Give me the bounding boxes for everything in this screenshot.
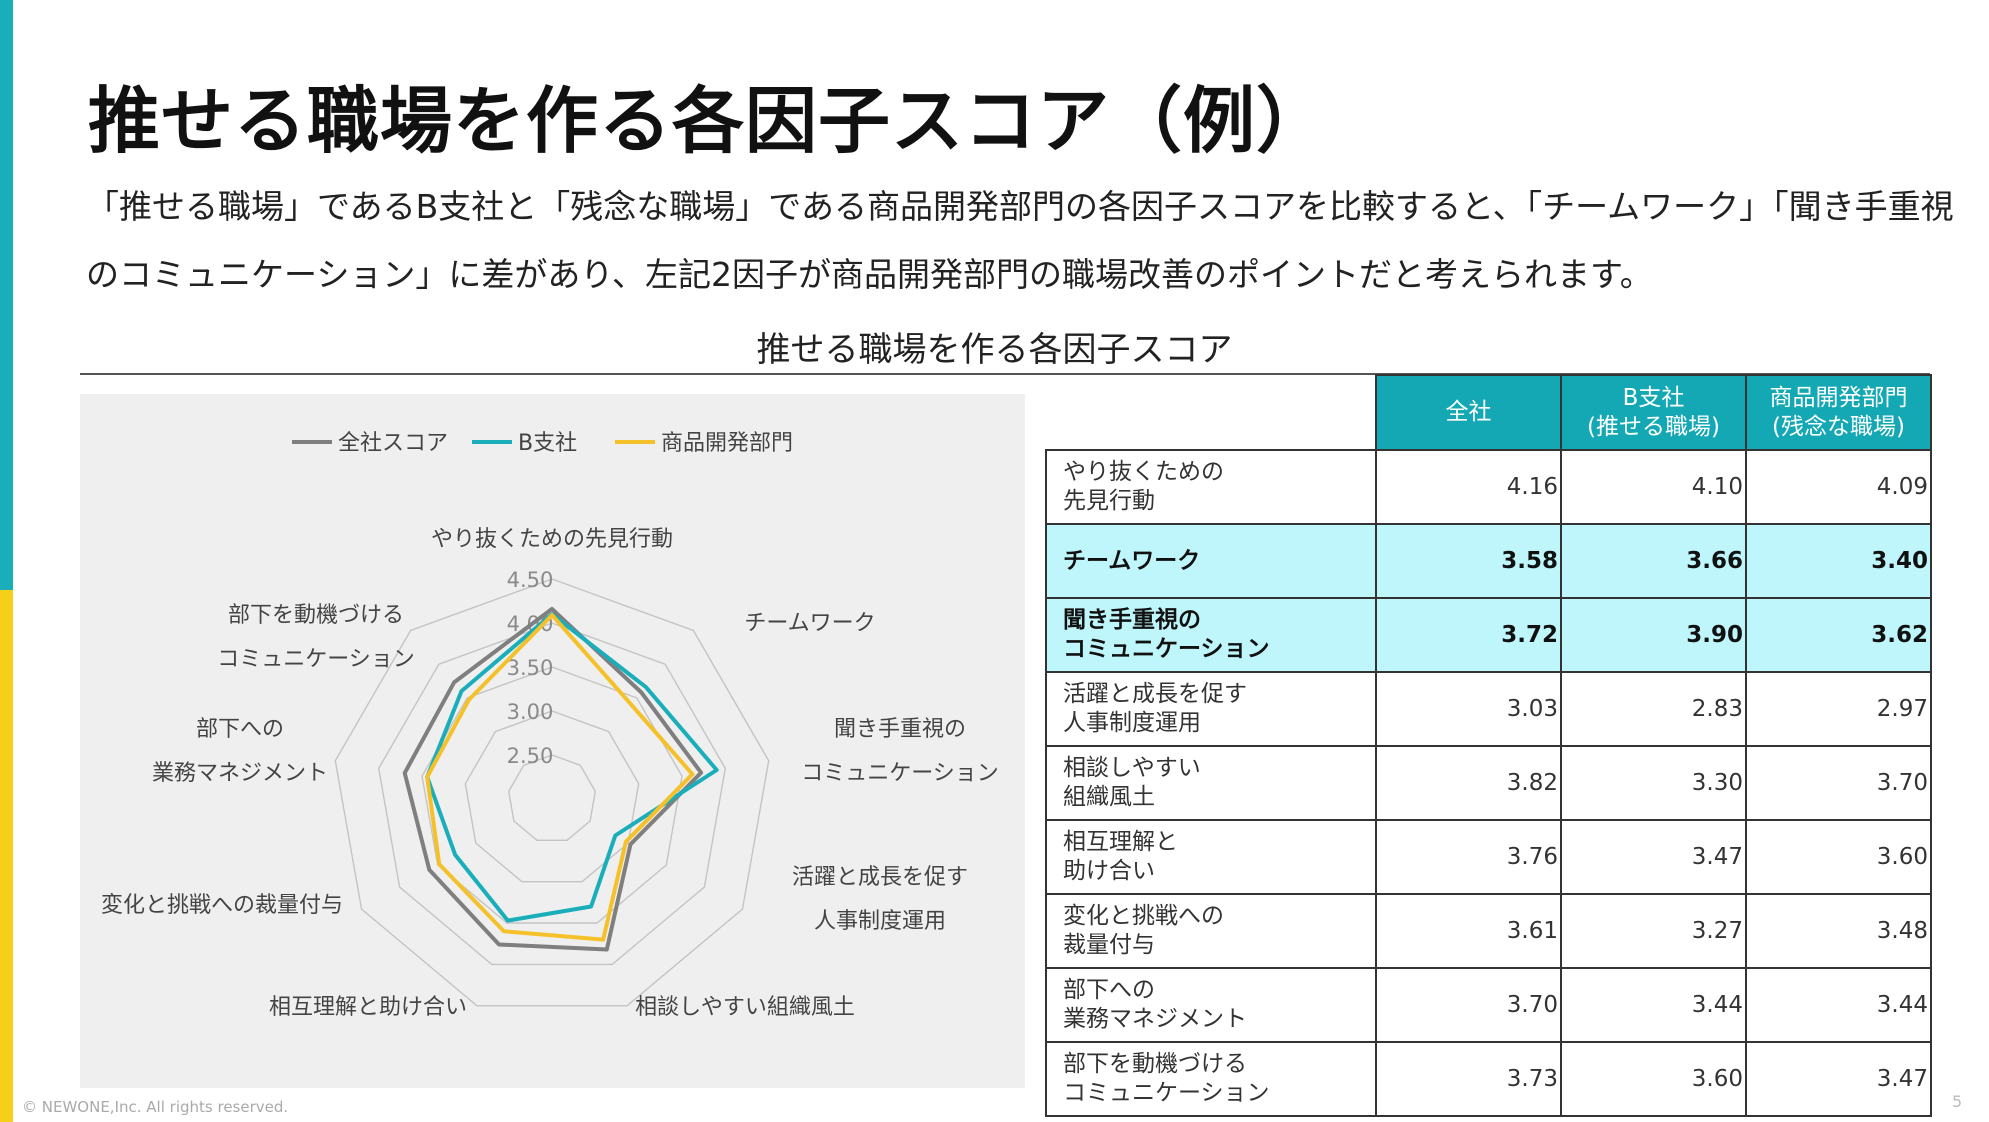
radar-grid-ring: [334, 578, 770, 1007]
row-label: やり抜くための 先見行動: [1045, 449, 1377, 525]
table-header-row: 全社 B支社 (推せる職場) 商品開発部門 (残念な職場): [1046, 374, 1932, 451]
score-cell: 2.97: [1745, 671, 1932, 747]
score-cell: 3.66: [1560, 523, 1747, 599]
radar-series-line: [402, 606, 704, 952]
legend-label: 全社スコア: [338, 431, 448, 456]
score-cell: 3.30: [1560, 745, 1747, 821]
score-table: 全社 B支社 (推せる職場) 商品開発部門 (残念な職場) やり抜くための 先見行動 4…: [1045, 374, 1932, 1117]
row-label: 部下を動機づける コミュニケーション: [1045, 1041, 1377, 1117]
radar-axis-label: 聞き手重視のコミュニケーション: [801, 717, 999, 786]
row-label: 聞き手重視の コミュニケーション: [1045, 597, 1377, 673]
score-cell: 3.90: [1560, 597, 1747, 673]
radar-tick-label: 2.50: [507, 744, 554, 768]
score-cell: 3.27: [1560, 893, 1747, 969]
score-cell: 2.83: [1560, 671, 1747, 747]
radar-axis-label: 部下を動機づけるコミュニケーション: [217, 603, 415, 672]
score-cell: 3.76: [1375, 819, 1562, 895]
score-cell: 3.73: [1375, 1041, 1562, 1117]
table-header-cell: B支社 (推せる職場): [1560, 374, 1747, 451]
radar-tick-label: 3.00: [507, 700, 554, 724]
radar-axis-label: 部下への業務マネジメント: [152, 717, 328, 786]
divider-line: [80, 373, 1930, 375]
radar-grid-ring: [377, 622, 727, 966]
score-cell: 3.70: [1745, 745, 1932, 821]
table-row: チームワーク 3.58 3.66 3.40: [1045, 523, 1932, 599]
table-row: 聞き手重視の コミュニケーション 3.72 3.90 3.62: [1045, 597, 1932, 673]
radar-series-line: [425, 612, 719, 923]
score-cell: 3.62: [1745, 597, 1932, 673]
score-cell: 3.70: [1375, 967, 1562, 1043]
table-row: 部下への 業務マネジメント 3.70 3.44 3.44: [1045, 967, 1932, 1043]
accent-bar-yellow: [0, 590, 13, 1122]
score-cell: 4.16: [1375, 449, 1562, 525]
score-cell: 4.10: [1560, 449, 1747, 525]
score-cell: 3.40: [1745, 523, 1932, 599]
legend-label: B支社: [518, 431, 577, 456]
row-label: 部下への 業務マネジメント: [1045, 967, 1377, 1043]
score-cell: 3.61: [1375, 893, 1562, 969]
radar-axis-label: 相互理解と助け合い: [269, 995, 467, 1020]
table-row: 部下を動機づける コミュニケーション 3.73 3.60 3.47: [1045, 1041, 1932, 1117]
score-cell: 3.60: [1745, 819, 1932, 895]
lead-text-line2: のコミュニケーション」に差があり、左記2因子が商品開発部門の職場改善のポイントだ…: [86, 255, 1653, 294]
score-cell: 3.82: [1375, 745, 1562, 821]
row-label: チームワーク: [1045, 523, 1377, 599]
table-header-cell: 商品開発部門 (残念な職場): [1745, 374, 1932, 451]
table-row: 活躍と成長を促す 人事制度運用 3.03 2.83 2.97: [1045, 671, 1932, 747]
page-title: 推せる職場を作る各因子スコア（例）: [88, 79, 1330, 163]
table-row: 相談しやすい 組織風土 3.82 3.30 3.70: [1045, 745, 1932, 821]
copyright-footer: © NEWONE,Inc. All rights reserved.: [22, 1098, 289, 1116]
row-label: 活躍と成長を促す 人事制度運用: [1045, 671, 1377, 747]
table-row: 変化と挑戦への 裁量付与 3.61 3.27 3.48: [1045, 893, 1932, 969]
accent-bar-teal: [0, 0, 13, 590]
radar-series-line: [425, 613, 695, 942]
radar-axis-label: 活躍と成長を促す人事制度運用: [792, 865, 968, 934]
score-cell: 3.72: [1375, 597, 1562, 673]
legend-label: 商品開発部門: [661, 431, 793, 456]
radar-axis-label: チームワーク: [744, 611, 875, 636]
radar-axis-label: 相談しやすい組織風土: [635, 995, 855, 1020]
table-row: 相互理解と 助け合い 3.76 3.47 3.60: [1045, 819, 1932, 895]
score-cell: 4.09: [1745, 449, 1932, 525]
table-header-cell: 全社: [1375, 374, 1562, 451]
score-cell: 3.47: [1560, 819, 1747, 895]
score-cell: 3.60: [1560, 1041, 1747, 1117]
lead-text-line1: 「推せる職場」であるB支社と「残念な職場」である商品開発部門の各因子スコアを比較…: [86, 187, 1954, 226]
score-cell: 3.47: [1745, 1041, 1932, 1117]
row-label: 相互理解と 助け合い: [1045, 819, 1377, 895]
score-cell: 3.03: [1375, 671, 1562, 747]
row-label: 相談しやすい 組織風土: [1045, 745, 1377, 821]
score-cell: 3.58: [1375, 523, 1562, 599]
radar-chart-panel: 2.50 3.00 3.50 4.00 4.50 やり抜くための先見行動 チームワーク 聞き手…: [80, 394, 1025, 1088]
table-row: やり抜くための 先見行動 4.16 4.10 4.09: [1045, 449, 1932, 525]
score-cell: 3.48: [1745, 893, 1932, 969]
radar-grid-ring: [464, 710, 640, 883]
table-header-blank: [1046, 375, 1377, 451]
radar-tick-label: 4.50: [507, 568, 554, 592]
page-number: 5: [1952, 1092, 1963, 1111]
score-cell: 3.44: [1560, 967, 1747, 1043]
score-cell: 3.44: [1745, 967, 1932, 1043]
radar-tick-label: 3.50: [507, 656, 554, 680]
radar-chart: 2.503.003.504.004.50やり抜くための先見行動チームワーク聞き手…: [101, 431, 999, 1020]
radar-axis-label: やり抜くための先見行動: [431, 527, 673, 552]
radar-grid-ring: [507, 754, 597, 841]
row-label: 変化と挑戦への 裁量付与: [1045, 893, 1377, 969]
radar-axis-label: 変化と挑戦への裁量付与: [101, 893, 343, 918]
chart-title: 推せる職場を作る各因子スコア: [756, 330, 1233, 370]
